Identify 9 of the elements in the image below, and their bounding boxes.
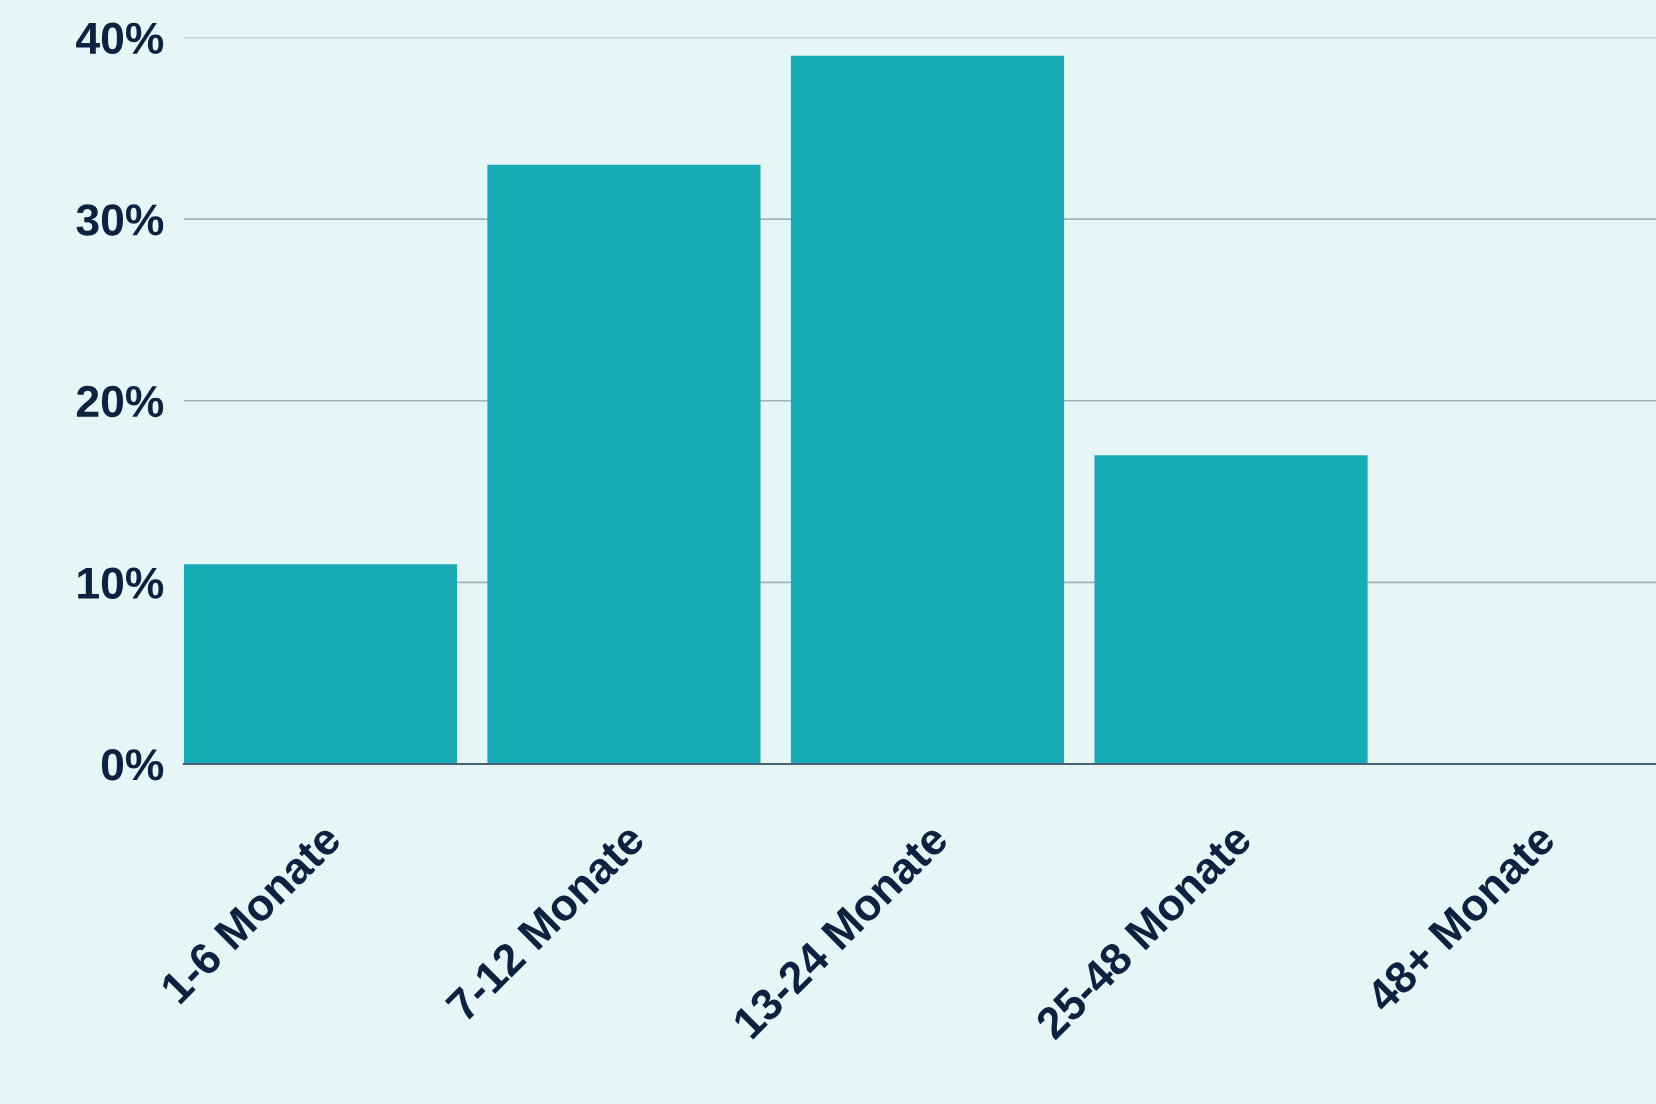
y-tick-label: 10% xyxy=(78,567,164,599)
bar xyxy=(790,55,1065,764)
y-tick-label: 40% xyxy=(76,22,164,55)
bar xyxy=(183,564,457,764)
bar xyxy=(1094,455,1368,764)
y-tick-label: 20% xyxy=(76,385,164,418)
bar xyxy=(487,164,761,764)
y-tick-label: 30% xyxy=(76,204,164,236)
y-tick-label: 0% xyxy=(101,749,164,781)
